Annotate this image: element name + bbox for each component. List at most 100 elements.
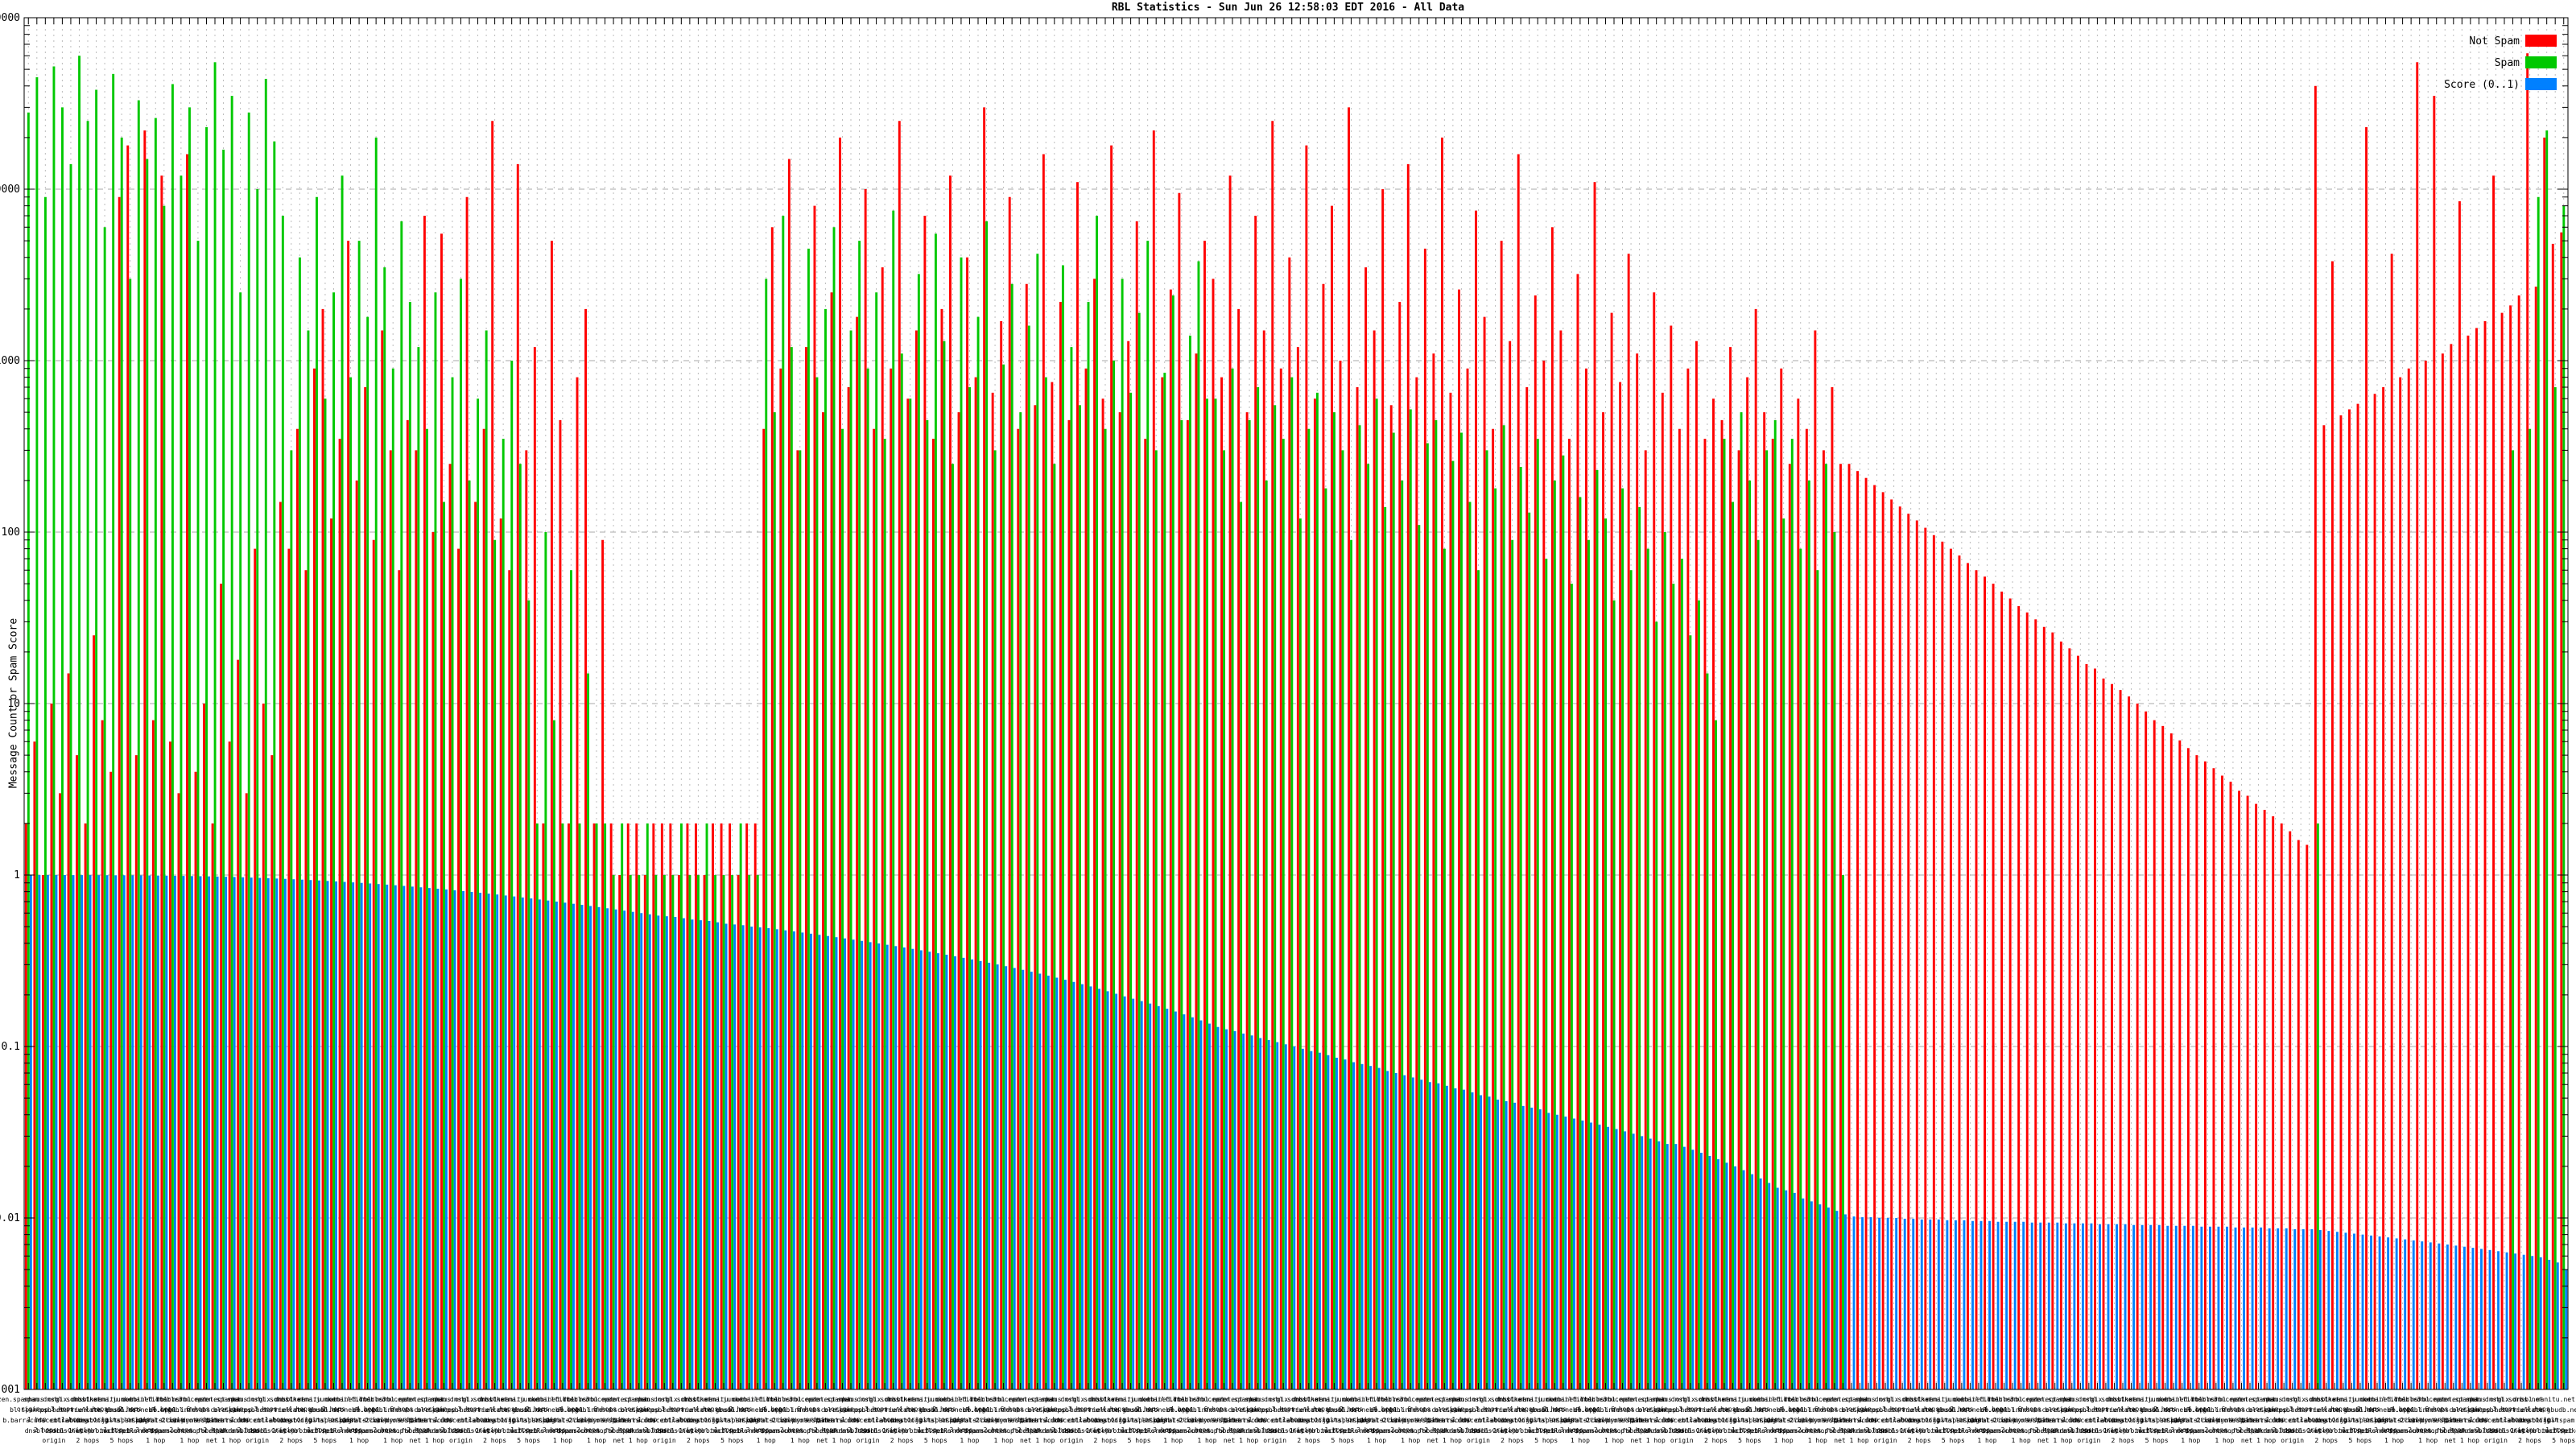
bar [1915,520,1918,1389]
x-tick-label: dnsbl.sorbs.net origin [2060,1427,2118,1444]
x-tick-label: spamsources.fabel.dk 1 hop [1575,1427,1653,1444]
x-tick-label: zen.spamhaus.org origin [608,1396,670,1413]
bar [1076,182,1079,1390]
x-tick-label: ix.dnsbl.manitu.net 4 hops [1077,1396,1151,1413]
bar [1729,347,1732,1389]
bar [931,439,935,1389]
bar [635,823,638,1389]
bar [1214,398,1217,1389]
x-tick-label: combined.rbl.msrbl.net 4 hops [935,1396,1021,1413]
bar [773,412,776,1389]
x-tick-label: combined.rbl.msrbl.net 4 hops [1749,1396,1835,1413]
x-tick-label: psbl.surriel.com 1 hop [2482,1406,2544,1423]
bar [101,720,104,1389]
bar [1627,254,1630,1389]
x-tick-label: zen.spamhaus.org origin [1422,1396,1484,1413]
bar [2335,1232,2339,1389]
bar [570,570,572,1389]
bar [909,398,912,1389]
bar [824,308,827,1389]
x-tick-label: ix.dnsbl.manitu.net 4 hops [263,1396,337,1413]
bar [1937,1219,1940,1389]
x-tick-label: ix.dnsbl.manitu.net 4 hops [1687,1396,1761,1413]
bar [1562,455,1565,1389]
bar [1098,989,1100,1389]
bar [830,292,833,1389]
x-tick-label: b.barracudacentral.org 2 hops [410,1417,495,1434]
bar [1301,1048,1304,1389]
bar [1005,966,1008,1389]
bar [1101,398,1104,1389]
bar [1528,512,1531,1389]
bar [589,906,592,1389]
bar [1720,419,1724,1389]
x-tick-label: bl.nordspam.com 1 hop [126,1427,184,1444]
bar [1763,412,1766,1389]
bar [2433,96,2436,1390]
bar [2407,368,2410,1389]
bar [1519,467,1522,1389]
x-tick-label: ubl.unsubscore.com origin [579,1406,649,1423]
bar [1629,570,1633,1389]
bar [1895,1218,1898,1389]
bar [1502,425,1505,1389]
bar [674,917,677,1389]
bar [1059,302,1062,1389]
bar [35,76,39,1390]
x-tick-label: bl.nordspam.com 1 hop [737,1427,795,1444]
x-tick-label: b.barracudacentral.org 2 hops [1835,1417,1920,1434]
x-tick-label: dnsbl-2.uceprotect.net 2 hops [1563,1417,1648,1434]
bar [1590,1122,1592,1389]
bar [491,121,494,1390]
bar [118,196,121,1389]
bar [330,518,332,1389]
bar [347,241,350,1389]
bar [156,875,159,1389]
bar [705,823,708,1389]
x-tick-label: bl.nordspam.com 1 hop [1144,1427,1202,1444]
bar [976,316,980,1389]
bar [1706,673,1709,1389]
bar [1799,548,1802,1389]
bar [1237,308,1241,1389]
bar [1344,1059,1347,1389]
bar [1587,539,1590,1389]
x-tick-label: db.wpbl.info origin [1370,1406,1417,1423]
bar [1428,1082,1431,1389]
x-tick-label: bl.nordspam.com 1 hop [1551,1427,1609,1444]
x-tick-label: combined.rbl.msrbl.net 4 hops [1953,1396,2038,1413]
bar [809,933,812,1389]
x-tick-label: dnsbl-1.uceprotect.net 2 hops [1063,1427,1148,1444]
bar [1732,502,1734,1389]
bar [1426,443,1429,1389]
x-tick-label: zen.spamhaus.org origin [811,1396,873,1413]
bar [1115,993,1118,1389]
bar [770,227,774,1389]
bar [695,823,697,1389]
bar [499,518,502,1389]
x-tick-label: dnsbl-2.uceprotect.net 2 hops [952,1417,1038,1434]
x-tick-label: bl.nordspam.com 1 hop [534,1427,592,1444]
bar [2378,1236,2381,1389]
bar [547,900,550,1389]
bar [1542,361,1546,1389]
bar [1572,1118,1575,1389]
bar [78,56,80,1389]
bar [273,141,276,1389]
bar [1203,241,1206,1389]
bar [313,368,316,1389]
bar [1596,469,1599,1390]
bar [55,875,58,1389]
bar [1293,1046,1296,1389]
bar [1087,302,1090,1389]
bar [1742,1170,1745,1389]
x-tick-label: spamsources.fabel.dk 1 hop [354,1427,432,1444]
bar [196,241,200,1389]
bar [561,823,564,1389]
